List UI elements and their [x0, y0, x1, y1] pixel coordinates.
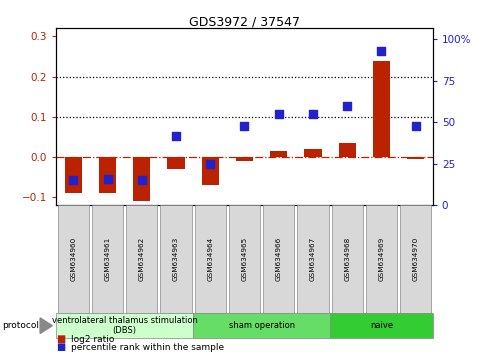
Text: naive: naive: [369, 321, 392, 330]
Bar: [133, 157, 150, 201]
Bar: [64, 157, 81, 193]
Point: [69, 178, 77, 183]
Text: GSM634964: GSM634964: [207, 237, 213, 281]
Point: [343, 103, 350, 109]
Bar: [338, 143, 355, 157]
Point: [377, 48, 385, 54]
Point: [138, 178, 145, 183]
Text: ■: ■: [56, 334, 65, 344]
Text: GSM634967: GSM634967: [309, 237, 315, 281]
Text: GSM634969: GSM634969: [378, 237, 384, 281]
Text: GSM634960: GSM634960: [70, 237, 76, 281]
Bar: [201, 157, 218, 185]
Bar: [235, 157, 253, 161]
Point: [206, 161, 214, 167]
Bar: [304, 149, 321, 157]
Point: [308, 111, 316, 117]
Text: GDS3972 / 37547: GDS3972 / 37547: [189, 16, 299, 29]
Point: [172, 133, 180, 138]
Text: GSM634961: GSM634961: [104, 237, 110, 281]
Bar: [99, 157, 116, 193]
Point: [240, 123, 248, 129]
Text: GSM634962: GSM634962: [139, 237, 144, 281]
Text: ventrolateral thalamus stimulation
(DBS): ventrolateral thalamus stimulation (DBS): [52, 316, 197, 335]
Text: percentile rank within the sample: percentile rank within the sample: [71, 343, 224, 352]
Bar: [269, 151, 286, 157]
Text: log2 ratio: log2 ratio: [71, 335, 114, 344]
Point: [274, 111, 282, 117]
Bar: [167, 157, 184, 169]
Text: GSM634963: GSM634963: [173, 237, 179, 281]
Text: GSM634965: GSM634965: [241, 237, 247, 281]
Text: sham operation: sham operation: [228, 321, 294, 330]
Bar: [406, 157, 423, 159]
Text: GSM634966: GSM634966: [275, 237, 281, 281]
Text: GSM634968: GSM634968: [344, 237, 349, 281]
Bar: [372, 61, 389, 157]
Text: GSM634970: GSM634970: [412, 237, 418, 281]
Point: [103, 176, 111, 182]
Text: ■: ■: [56, 342, 65, 352]
Point: [411, 123, 419, 129]
Text: protocol: protocol: [2, 321, 40, 330]
Polygon shape: [40, 318, 52, 333]
